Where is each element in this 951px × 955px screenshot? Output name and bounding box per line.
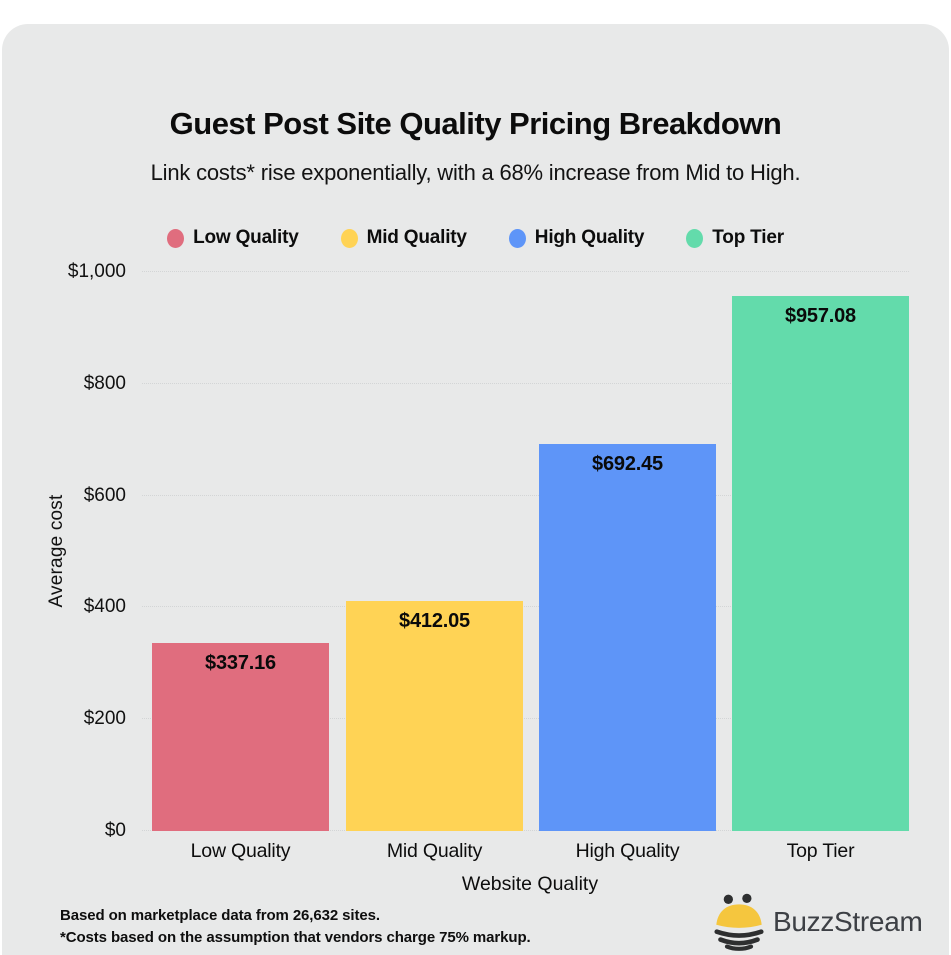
chart-card: Guest Post Site Quality Pricing Breakdow…: [2, 24, 949, 955]
y-tick-label-0: $0: [104, 820, 126, 841]
x-tick-label-top-tier: Top Tier: [786, 840, 855, 862]
chart-title: Guest Post Site Quality Pricing Breakdow…: [169, 106, 782, 141]
gridline-200: [142, 718, 909, 720]
legend-swatch-icon: [508, 228, 526, 248]
chart-subtitle: Link costs* rise exponentially, with a 6…: [150, 160, 801, 185]
footnote-markup: *Costs based on the assumption that vend…: [60, 929, 531, 946]
y-tick-label-600: $600: [83, 484, 126, 506]
x-tick-label-mid-quality: Mid Quality: [386, 840, 483, 862]
x-axis-title: Website Quality: [461, 873, 599, 895]
bar-value-label-high-quality: $692.45: [592, 452, 663, 475]
legend-swatch-icon: [167, 228, 185, 248]
bar-high-quality: $692.45: [539, 443, 716, 831]
y-tick-label-1000: $1,000: [67, 261, 126, 282]
gridline-1000: [142, 271, 909, 272]
footnotes: Based on marketplace data from 26,632 si…: [60, 905, 531, 949]
y-tick-label-400: $400: [83, 596, 126, 618]
footnote-sites: Based on marketplace data from 26,632 si…: [60, 907, 380, 924]
legend-item-low-quality: Low Quality: [167, 227, 299, 249]
bar-value-label-low-quality: $337.16: [205, 651, 276, 674]
legend-label: Low Quality: [193, 227, 299, 248]
y-tick-label-800: $800: [83, 372, 126, 394]
brand-name: BuzzStream: [773, 906, 923, 937]
plot-area: $337.16 $412.05 $692.45 $957.08: [142, 271, 909, 831]
bar-value-label-top-tier: $957.08: [785, 305, 856, 327]
legend-label: Mid Quality: [366, 227, 467, 248]
bar-low-quality: $337.16: [152, 642, 329, 831]
gridline-600: [142, 494, 909, 496]
bar-mid-quality: $412.05: [346, 600, 523, 831]
legend-label: High Quality: [534, 227, 645, 248]
legend-swatch-icon: [340, 228, 358, 248]
legend-label: Top Tier: [712, 227, 784, 248]
gridline-800: [142, 382, 909, 384]
y-axis-title: Average cost: [46, 494, 67, 608]
legend-swatch-icon: [686, 228, 704, 248]
x-tick-label-high-quality: High Quality: [575, 840, 680, 862]
gridline-400: [142, 606, 909, 608]
legend: Low Quality Mid Quality High Quality Top Ti…: [2, 223, 949, 253]
brand-logo: BuzzStream: [714, 891, 923, 953]
bar-top-tier: $957.08: [732, 296, 909, 831]
gridline-0: [142, 830, 909, 831]
bee-icon: [714, 893, 764, 951]
x-tick-label-low-quality: Low Quality: [190, 840, 291, 862]
bar-value-label-mid-quality: $412.05: [399, 609, 470, 632]
legend-item-high-quality: High Quality: [508, 227, 645, 249]
y-tick-label-200: $200: [83, 708, 126, 730]
legend-item-mid-quality: Mid Quality: [340, 227, 467, 249]
legend-item-top-tier: Top Tier: [686, 227, 784, 249]
